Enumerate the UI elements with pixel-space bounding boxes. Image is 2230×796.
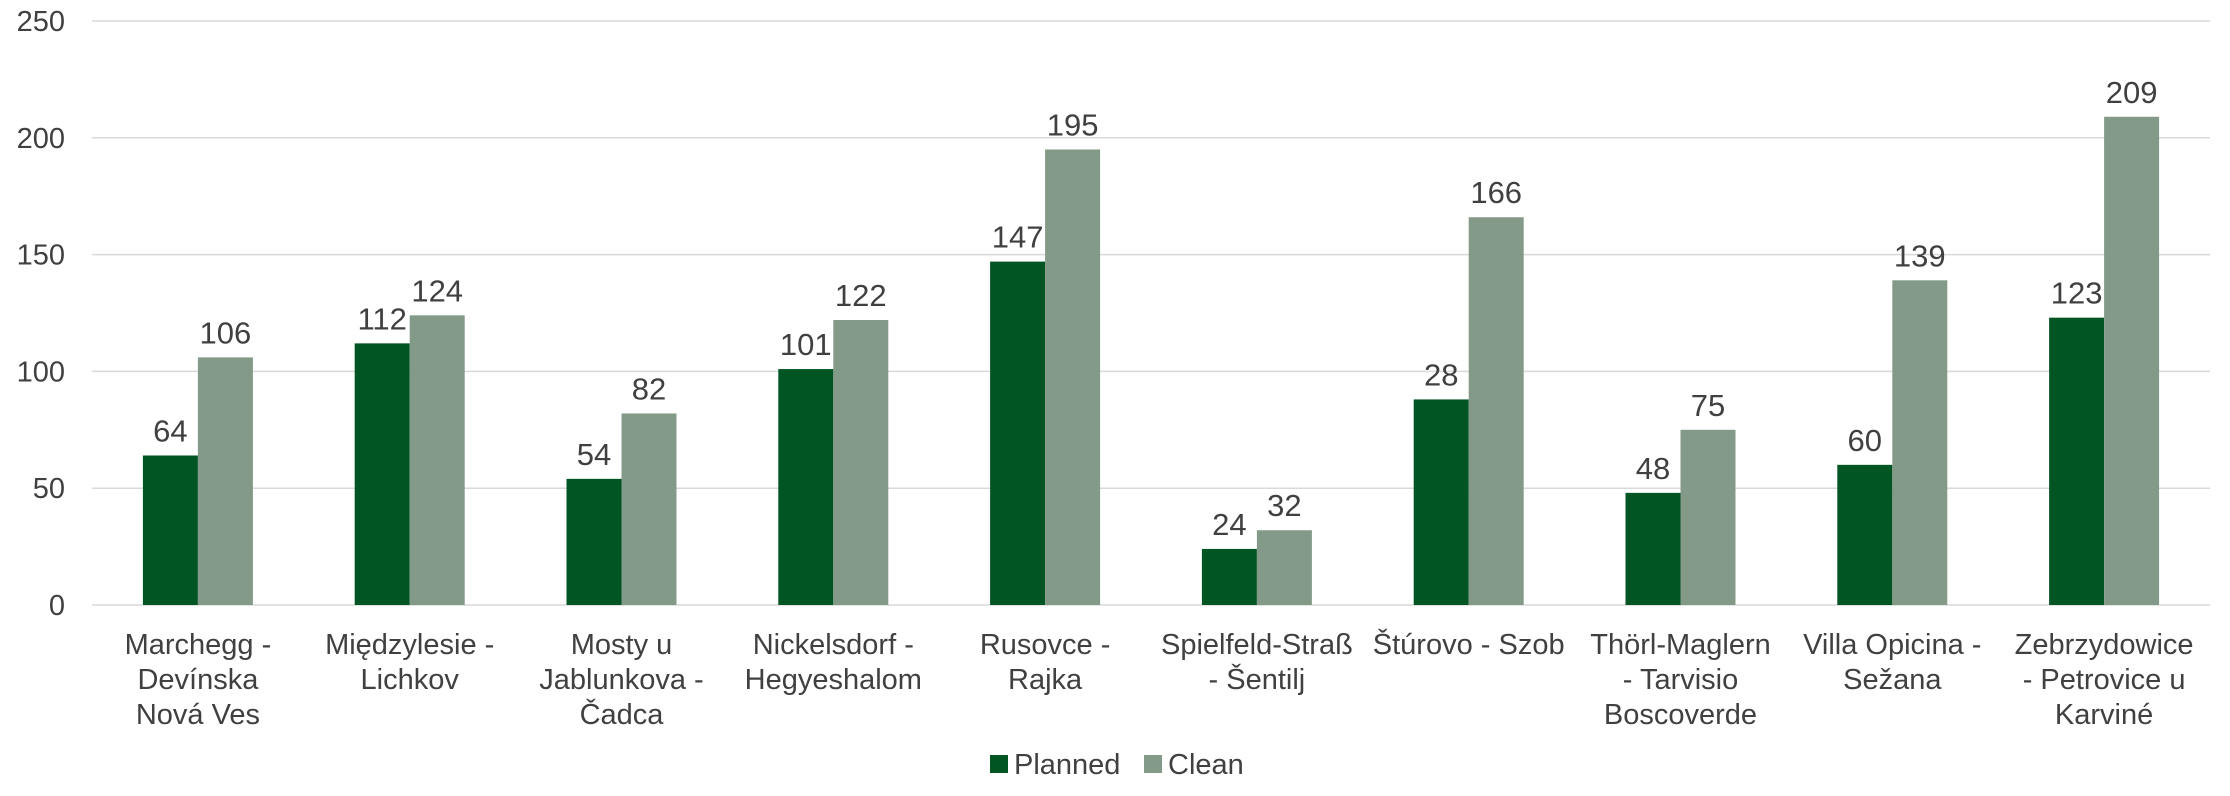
bar-planned bbox=[1202, 549, 1257, 605]
bar-planned bbox=[778, 369, 833, 605]
data-label-planned: 28 bbox=[1424, 357, 1458, 392]
x-category-label: Nickelsdorf -Hegyeshalom bbox=[745, 629, 922, 696]
y-tick-label: 50 bbox=[33, 473, 65, 505]
bar-planned bbox=[1626, 493, 1681, 605]
x-category-line: - Tarvisio bbox=[1623, 664, 1739, 696]
x-category-label: Štúrovo - Szob bbox=[1373, 627, 1565, 661]
x-category-line: Rusovce - bbox=[980, 629, 1111, 661]
x-category-line: Mosty u bbox=[571, 629, 673, 661]
bar-planned bbox=[2049, 318, 2104, 605]
x-category-line: Čadca bbox=[580, 697, 665, 731]
x-category-line: Karviné bbox=[2055, 699, 2153, 731]
x-category-label: Zebrzydowice- Petrovice uKarviné bbox=[2015, 629, 2194, 731]
bar-planned bbox=[1837, 465, 1892, 605]
data-label-clean: 195 bbox=[1047, 107, 1099, 142]
data-label-planned: 64 bbox=[153, 413, 187, 448]
x-category-line: Lichkov bbox=[361, 664, 460, 696]
x-category-label: Rusovce -Rajka bbox=[980, 629, 1111, 696]
bar-clean bbox=[1045, 149, 1100, 605]
data-label-clean: 166 bbox=[1470, 175, 1522, 210]
x-category-line: Jablunkova - bbox=[539, 664, 703, 696]
x-category-line: Villa Opicina - bbox=[1803, 629, 1981, 661]
y-tick-label: 150 bbox=[17, 240, 65, 272]
data-label-planned: 101 bbox=[780, 327, 832, 362]
x-category-line: Międzylesie - bbox=[325, 629, 494, 661]
data-label-clean: 122 bbox=[835, 278, 887, 313]
y-axis-ticks: 0 50 100 150 200 250 bbox=[17, 6, 65, 622]
y-tick-label: 200 bbox=[17, 123, 65, 155]
x-category-line: Zebrzydowice bbox=[2015, 629, 2194, 661]
x-category-line: Boscoverde bbox=[1604, 699, 1757, 731]
bar-planned bbox=[355, 343, 410, 605]
x-category-line: Devínska bbox=[137, 664, 259, 696]
x-axis-categories: Marchegg -DevínskaNová Ves Międzylesie -L… bbox=[125, 627, 2194, 731]
x-category-line: Nová Ves bbox=[136, 699, 260, 731]
y-tick-label: 100 bbox=[17, 356, 65, 388]
x-category-line: Thörl-Maglern bbox=[1590, 629, 1771, 661]
x-category-line: Marchegg - bbox=[125, 629, 272, 661]
legend-label-clean: Clean bbox=[1168, 749, 1244, 781]
x-category-label: Międzylesie -Lichkov bbox=[325, 629, 494, 696]
bar-planned bbox=[990, 262, 1045, 605]
x-category-line: Spielfeld-Straß bbox=[1161, 629, 1353, 661]
bar-planned bbox=[1414, 399, 1469, 605]
data-label-planned: 123 bbox=[2051, 276, 2103, 311]
data-label-planned: 112 bbox=[357, 301, 406, 336]
x-category-label: Thörl-Maglern- TarvisioBoscoverde bbox=[1590, 629, 1771, 731]
data-label-planned: 60 bbox=[1848, 423, 1882, 458]
bar-clean bbox=[833, 320, 888, 605]
bar-clean bbox=[1681, 430, 1736, 605]
x-category-label: Villa Opicina -Sežana bbox=[1803, 629, 1981, 696]
y-tick-label: 250 bbox=[17, 6, 65, 38]
x-category-label: Marchegg -DevínskaNová Ves bbox=[125, 629, 272, 731]
x-category-line: Hegyeshalom bbox=[745, 664, 922, 696]
bar-clean bbox=[622, 413, 677, 605]
data-label-planned: 48 bbox=[1636, 451, 1670, 486]
bar-clean bbox=[410, 315, 465, 605]
bar-clean bbox=[1469, 217, 1524, 605]
data-label-clean: 75 bbox=[1691, 388, 1725, 423]
x-category-line: Sežana bbox=[1843, 664, 1942, 696]
x-category-line: Štúrovo - Szob bbox=[1373, 627, 1565, 661]
legend-swatch-planned bbox=[990, 755, 1008, 773]
legend-swatch-clean bbox=[1144, 755, 1162, 773]
bars bbox=[143, 117, 2159, 605]
data-label-clean: 106 bbox=[200, 315, 252, 350]
bar-clean bbox=[1892, 280, 1947, 605]
x-category-label: Spielfeld-Straß- Šentilj bbox=[1161, 629, 1353, 696]
data-label-planned: 24 bbox=[1212, 507, 1246, 542]
x-category-label: Mosty uJablunkova -Čadca bbox=[539, 629, 703, 731]
data-label-clean: 82 bbox=[632, 371, 666, 406]
bar-planned bbox=[143, 455, 198, 605]
data-label-clean: 32 bbox=[1267, 488, 1301, 523]
data-label-clean: 209 bbox=[2106, 75, 2158, 110]
y-tick-label: 0 bbox=[49, 590, 65, 622]
data-label-planned: 147 bbox=[992, 220, 1044, 255]
legend-label-planned: Planned bbox=[1014, 749, 1120, 781]
x-category-line: - Petrovice u bbox=[2023, 664, 2186, 696]
bar-clean bbox=[198, 357, 253, 605]
legend: Planned Clean bbox=[990, 749, 1244, 781]
data-label-clean: 139 bbox=[1894, 238, 1946, 273]
data-label-clean: 124 bbox=[411, 273, 463, 308]
data-label-planned: 54 bbox=[577, 437, 611, 472]
x-category-line: - Šentilj bbox=[1209, 662, 1306, 696]
x-category-line: Rajka bbox=[1008, 664, 1083, 696]
bar-clean bbox=[2104, 117, 2159, 605]
x-category-line: Nickelsdorf - bbox=[753, 629, 914, 661]
bar-clean bbox=[1257, 530, 1312, 605]
bar-planned bbox=[567, 479, 622, 605]
